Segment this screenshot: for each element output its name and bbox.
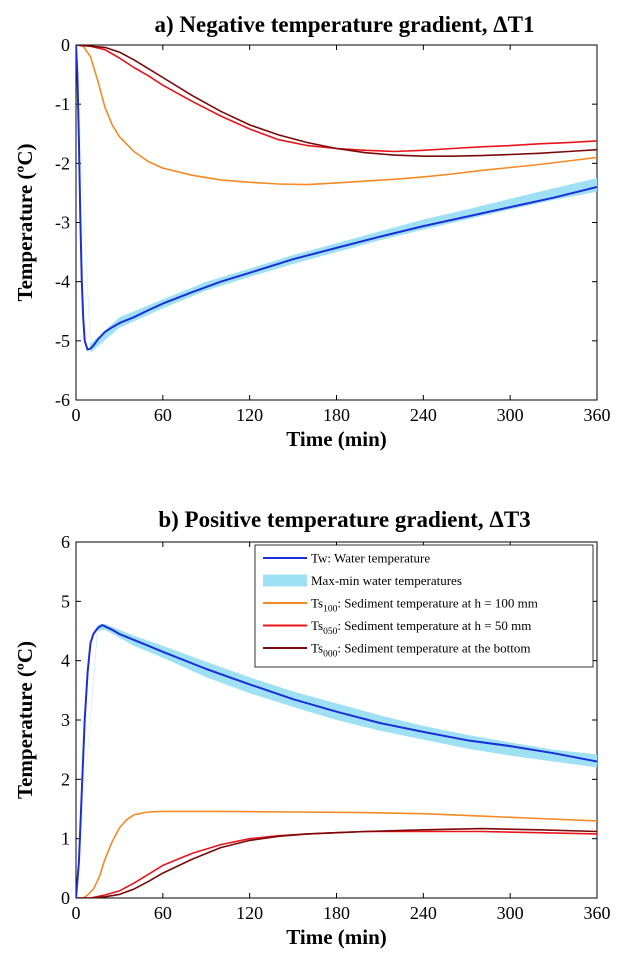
y-tick-label: 4 (61, 651, 70, 671)
legend: Tw: Water temperature Max-min water tempe… (254, 544, 594, 668)
x-tick-label: 60 (154, 903, 172, 923)
series-line-ts100 (76, 45, 597, 186)
y-tick-label: 2 (61, 769, 70, 789)
series-group (76, 45, 597, 353)
chart-title: a) Negative temperature gradient, ΔT1 (155, 12, 535, 37)
chart-panel-a: a) Negative temperature gradient, ΔT1 0 60… (13, 12, 611, 451)
legend-label-ts000: Ts000: Sediment temperature at the botto… (311, 641, 530, 660)
legend-box (254, 544, 594, 668)
x-tick-label: 0 (72, 903, 81, 923)
y-tick-label: -6 (55, 390, 70, 410)
series-line-tw (76, 45, 597, 351)
y-tick-label: 3 (61, 710, 70, 730)
y-tick-label: 5 (61, 591, 70, 611)
series-line-ts050 (76, 45, 597, 153)
y-tick-label: 1 (61, 829, 70, 849)
series-line-ts050 (76, 830, 597, 898)
x-tick-label: 180 (323, 405, 350, 425)
y-tick-label: -3 (55, 213, 70, 233)
plot-frame (75, 44, 598, 401)
x-tick-label: 300 (497, 405, 524, 425)
legend-label-tw: Tw: Water temperature (311, 551, 430, 566)
x-tick-label: 120 (236, 405, 263, 425)
series-line-ts100 (76, 810, 597, 898)
series-group (76, 623, 597, 898)
chart-title: b) Positive temperature gradient, ΔT3 (158, 507, 530, 532)
legend-label-ts100: Ts100: Sediment temperature at h = 100 m… (311, 596, 538, 615)
x-tick-label: 120 (236, 903, 263, 923)
x-tick-label: 60 (154, 405, 172, 425)
x-tick-label: 180 (323, 903, 350, 923)
y-tick-label: -2 (55, 153, 70, 173)
y-tick-label: 0 (61, 35, 70, 55)
legend-swatch-band (263, 574, 307, 587)
y-axis-title: Temperature (ºC) (13, 144, 37, 302)
x-axis-title: Time (min) (286, 427, 387, 451)
x-tick-label: 0 (72, 405, 81, 425)
y-axis-title: Temperature (ºC) (13, 641, 37, 799)
y-tick-label: -4 (55, 272, 70, 292)
y-tick-label: 6 (61, 532, 70, 552)
legend-label-ts050: Ts050: Sediment temperature at h = 50 mm (311, 618, 531, 637)
y-tick-label: 0 (61, 888, 70, 908)
y-tick-label: -5 (55, 331, 70, 351)
series-band-maxmin (76, 45, 597, 353)
y-tick-label: -1 (55, 94, 70, 114)
x-tick-label: 300 (497, 903, 524, 923)
x-tick-label: 360 (584, 903, 611, 923)
series-line-ts000 (76, 45, 597, 157)
x-tick-label: 240 (410, 903, 437, 923)
series-line-tw (76, 624, 597, 898)
x-axis-title: Time (min) (286, 925, 387, 949)
series-line-ts000 (76, 827, 597, 898)
x-tick-label: 360 (584, 405, 611, 425)
legend-label-band: Max-min water temperatures (311, 573, 462, 588)
x-tick-label: 240 (410, 405, 437, 425)
